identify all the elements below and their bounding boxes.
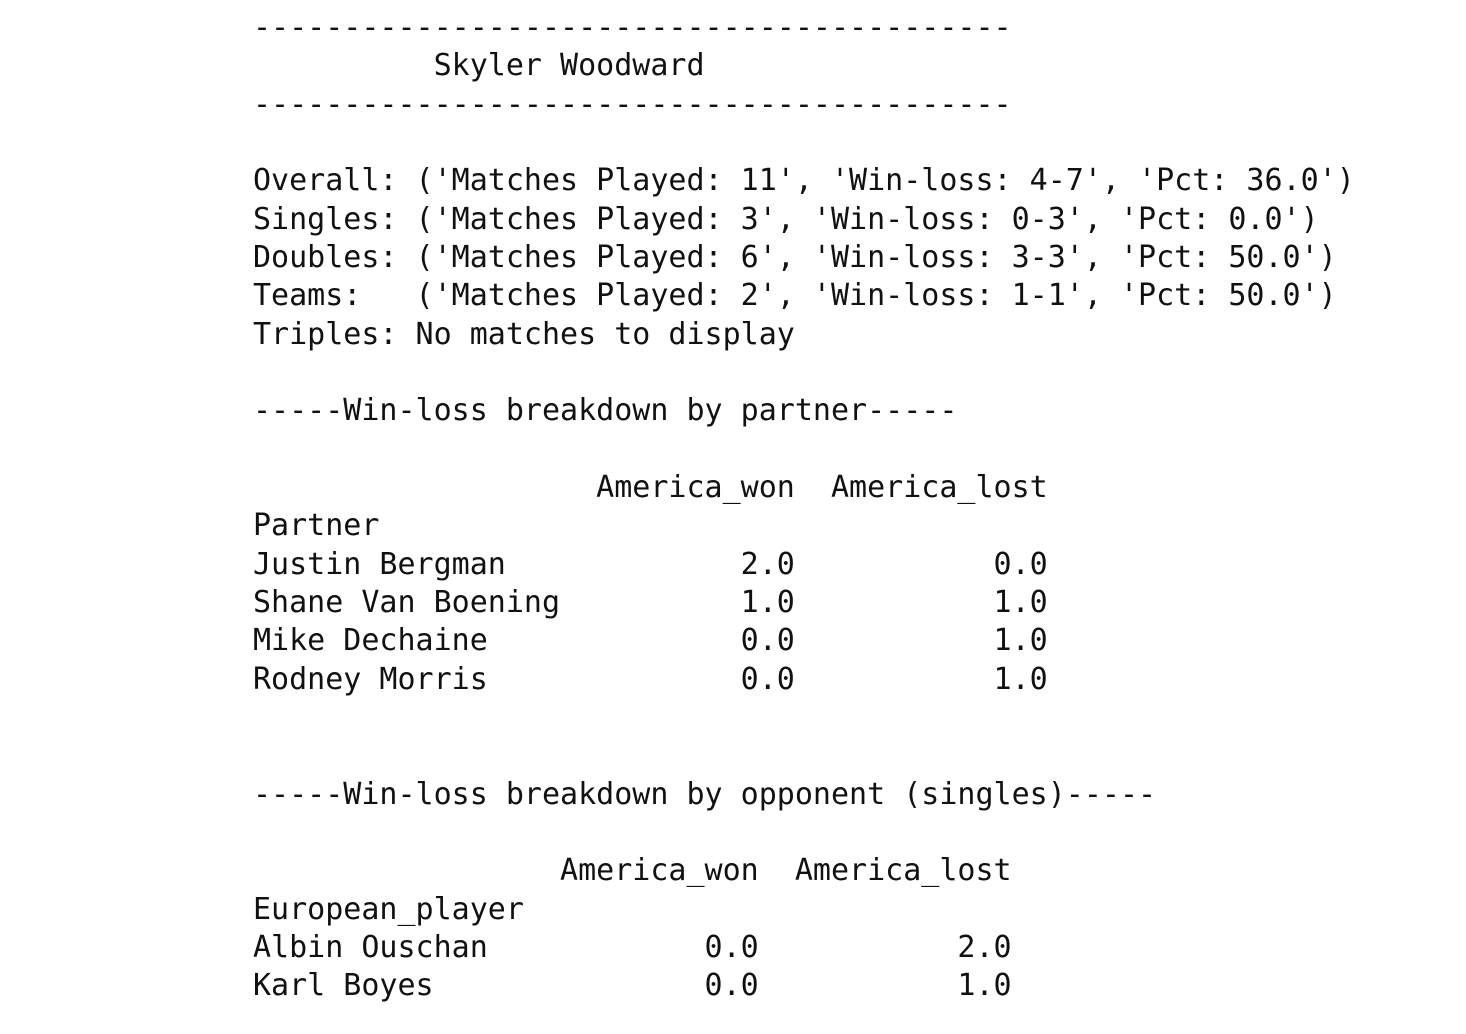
row-label: Justin Bergman — [253, 546, 506, 582]
row-label: Karl Boyes — [253, 968, 434, 1004]
cell: 1.0 — [993, 584, 1048, 620]
column-header: America_won — [560, 853, 759, 889]
cell: 1.0 — [957, 968, 1012, 1004]
index-name: Partner — [253, 508, 380, 544]
column-header: America_lost — [830, 469, 1048, 505]
cell: 0.0 — [704, 929, 759, 965]
row-label: Rodney Morris — [253, 661, 488, 697]
summary-line: Doubles: ('Matches Played: 6', 'Win-loss… — [253, 239, 1337, 275]
cell: 2.0 — [740, 546, 795, 582]
column-header: America_lost — [794, 853, 1012, 889]
cell: 1.0 — [993, 623, 1048, 659]
summary-line: Teams: ('Matches Played: 2', 'Win-loss: … — [253, 278, 1337, 314]
row-label: Shane Van Boening — [253, 584, 561, 620]
cell: 0.0 — [993, 546, 1048, 582]
section-title: -----Win-loss breakdown by partner----- — [253, 393, 958, 429]
rule: ----------------------------------------… — [253, 86, 1012, 122]
cell: 0.0 — [740, 623, 795, 659]
player-name: Skyler Woodward — [433, 48, 705, 84]
summary-line: Overall: ('Matches Played: 11', 'Win-los… — [253, 163, 1355, 199]
cell: 1.0 — [993, 661, 1048, 697]
cell: 1.0 — [740, 584, 795, 620]
summary-line: Singles: ('Matches Played: 3', 'Win-loss… — [253, 201, 1319, 237]
summary-line: Triples: No matches to display — [253, 316, 795, 352]
cell: 2.0 — [957, 929, 1012, 965]
row-label: Mike Dechaine — [253, 623, 488, 659]
cell: 0.0 — [740, 661, 795, 697]
column-header: America_won — [596, 469, 795, 505]
output: ----------------------------------------… — [253, 0, 1453, 1034]
cell: 0.0 — [704, 968, 759, 1004]
index-name: European_player — [253, 891, 524, 927]
row-label: Albin Ouschan — [253, 929, 488, 965]
section-title: -----Win-loss breakdown by opponent (sin… — [253, 776, 1157, 812]
rule: ----------------------------------------… — [253, 10, 1012, 45]
